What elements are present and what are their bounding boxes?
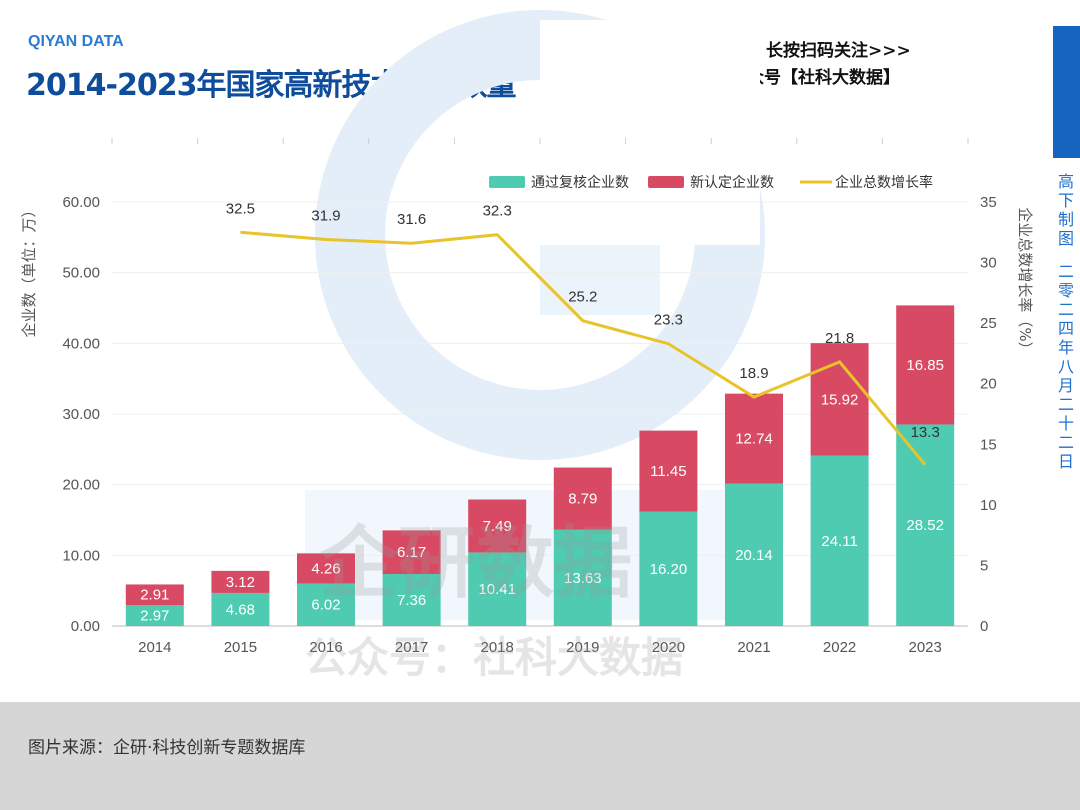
y-tick-label: 0.00 xyxy=(71,618,100,635)
bar-renewed xyxy=(725,483,783,626)
bar-renewed xyxy=(211,592,270,626)
y-tick-label: 50.00 xyxy=(62,265,100,282)
bar-label-new: 6.17 xyxy=(397,544,426,561)
y-right-tick-label: 10 xyxy=(980,497,997,514)
bar-new xyxy=(125,584,184,606)
growth-label: 25.2 xyxy=(568,289,597,306)
bar-label-new: 3.12 xyxy=(226,574,255,591)
y-right-tick-label: 0 xyxy=(980,618,988,635)
x-tick-label: 2021 xyxy=(737,639,770,656)
y-tick-label: 10.00 xyxy=(62,547,100,564)
legend-label-new: 新认定企业数 xyxy=(690,174,774,191)
bar-new xyxy=(553,467,612,530)
y-right-tick-label: 5 xyxy=(980,557,988,574)
axis-labels: 0.00 10.00 20.00 30.00 40.00 50.00 60.00 0 5 10 15… xyxy=(20,194,1034,656)
bar-label-new: 4.26 xyxy=(311,560,340,577)
y-axis-title: 企业数（单位：万） xyxy=(20,202,38,337)
x-tick-label: 2018 xyxy=(481,639,514,656)
y-right-tick-label: 30 xyxy=(980,255,997,272)
bar-label-renewed: 28.52 xyxy=(906,517,944,534)
bar-renewed xyxy=(810,455,869,626)
bar-new xyxy=(297,553,355,584)
bar-label-renewed: 6.02 xyxy=(311,597,340,614)
bar-label-renewed: 4.68 xyxy=(226,601,255,618)
footer-band xyxy=(0,702,1080,810)
bar-renewed xyxy=(382,573,441,626)
legend-label-growth: 企业总数增长率 xyxy=(835,174,933,191)
x-tick-label: 2017 xyxy=(395,639,428,656)
bar-label-new: 7.49 xyxy=(483,518,512,535)
legend-swatch-new xyxy=(648,176,684,188)
bar-label-new: 8.79 xyxy=(568,491,597,508)
legend-label-renewed: 通过复核企业数 xyxy=(531,174,629,191)
growth-label: 32.3 xyxy=(483,203,512,220)
x-tick-label: 2016 xyxy=(309,639,342,656)
top-tick-marks xyxy=(111,138,969,144)
bar-label-new: 11.45 xyxy=(650,463,686,480)
bar-renewed xyxy=(125,605,184,626)
qr-prompt: 长按扫码关注>>> xyxy=(766,41,911,61)
bar-label-new: 2.91 xyxy=(140,587,169,604)
watermark: 企研数据 公众号：社科大数据 xyxy=(305,519,683,682)
bar-renewed xyxy=(468,552,527,626)
side-date: 二零二四年八月二十二日 xyxy=(1057,262,1074,471)
bar-label-renewed: 20.14 xyxy=(735,547,773,564)
y-right-axis-title: 企业总数增长率（%） xyxy=(1016,207,1034,356)
y-right-tick-label: 35 xyxy=(980,194,997,211)
bar-label-renewed: 24.11 xyxy=(821,533,857,550)
side-maker: 高下制图 xyxy=(1057,172,1074,248)
legend: 通过复核企业数 新认定企业数 企业总数增长率 xyxy=(489,174,933,191)
bar-new xyxy=(896,305,955,425)
bar-label-renewed: 16.20 xyxy=(650,561,688,578)
bar-label-renewed: 10.41 xyxy=(478,581,516,598)
legend-swatch-renewed xyxy=(489,176,525,188)
y-right-tick-label: 20 xyxy=(980,376,997,393)
bar-new xyxy=(468,499,527,553)
growth-label: 21.8 xyxy=(825,330,854,347)
bar-label-renewed: 13.63 xyxy=(564,570,602,587)
bar-label-new: 15.92 xyxy=(821,391,859,408)
watermark-main: 企研数据 xyxy=(320,519,632,609)
x-tick-label: 2023 xyxy=(909,639,942,656)
bar-renewed xyxy=(639,511,698,626)
bar-new xyxy=(639,430,698,512)
side-accent-bar xyxy=(1053,26,1080,158)
bar-renewed xyxy=(297,583,355,626)
growth-label: 23.3 xyxy=(654,312,683,329)
growth-label: 31.9 xyxy=(311,208,340,225)
growth-label: 13.3 xyxy=(911,424,940,441)
bar-series: 2.97 2.91 4.68 3.12 6.02 4.26 7.36 6.17 10.41 7.4… xyxy=(125,305,955,626)
y-tick-label: 20.00 xyxy=(62,477,100,494)
x-tick-label: 2014 xyxy=(138,639,171,656)
x-tick-label: 2022 xyxy=(823,639,856,656)
bar-renewed xyxy=(896,424,955,626)
x-tick-label: 2015 xyxy=(224,639,257,656)
watermark-sub: 公众号：社科大数据 xyxy=(305,633,683,682)
y-tick-label: 40.00 xyxy=(62,335,100,352)
brand-label: QIYAN DATA xyxy=(28,33,124,50)
source-note: 图片来源：企研·科技创新专题数据库 xyxy=(28,738,306,758)
bar-new xyxy=(382,530,441,574)
bar-label-new: 16.85 xyxy=(906,357,944,374)
growth-line-series: 32.5 31.9 31.6 32.3 25.2 23.3 18.9 21.8 13.3 xyxy=(226,200,940,466)
growth-label: 18.9 xyxy=(739,365,768,382)
growth-label: 31.6 xyxy=(397,211,426,228)
bar-new xyxy=(211,570,270,593)
y-tick-label: 30.00 xyxy=(62,406,100,423)
wechat-account: 公众号【社科大数据】 xyxy=(730,68,900,88)
bar-label-new: 12.74 xyxy=(735,431,773,448)
y-right-tick-label: 15 xyxy=(980,436,997,453)
growth-label: 32.5 xyxy=(226,200,255,217)
bar-renewed xyxy=(553,529,612,626)
bar-label-renewed: 2.97 xyxy=(140,608,169,625)
bar-label-renewed: 7.36 xyxy=(397,592,426,609)
x-tick-label: 2020 xyxy=(652,639,685,656)
bar-new xyxy=(725,393,783,484)
y-tick-label: 60.00 xyxy=(62,194,100,211)
x-tick-label: 2019 xyxy=(566,639,599,656)
y-right-tick-label: 25 xyxy=(980,315,997,332)
growth-line xyxy=(240,230,927,466)
